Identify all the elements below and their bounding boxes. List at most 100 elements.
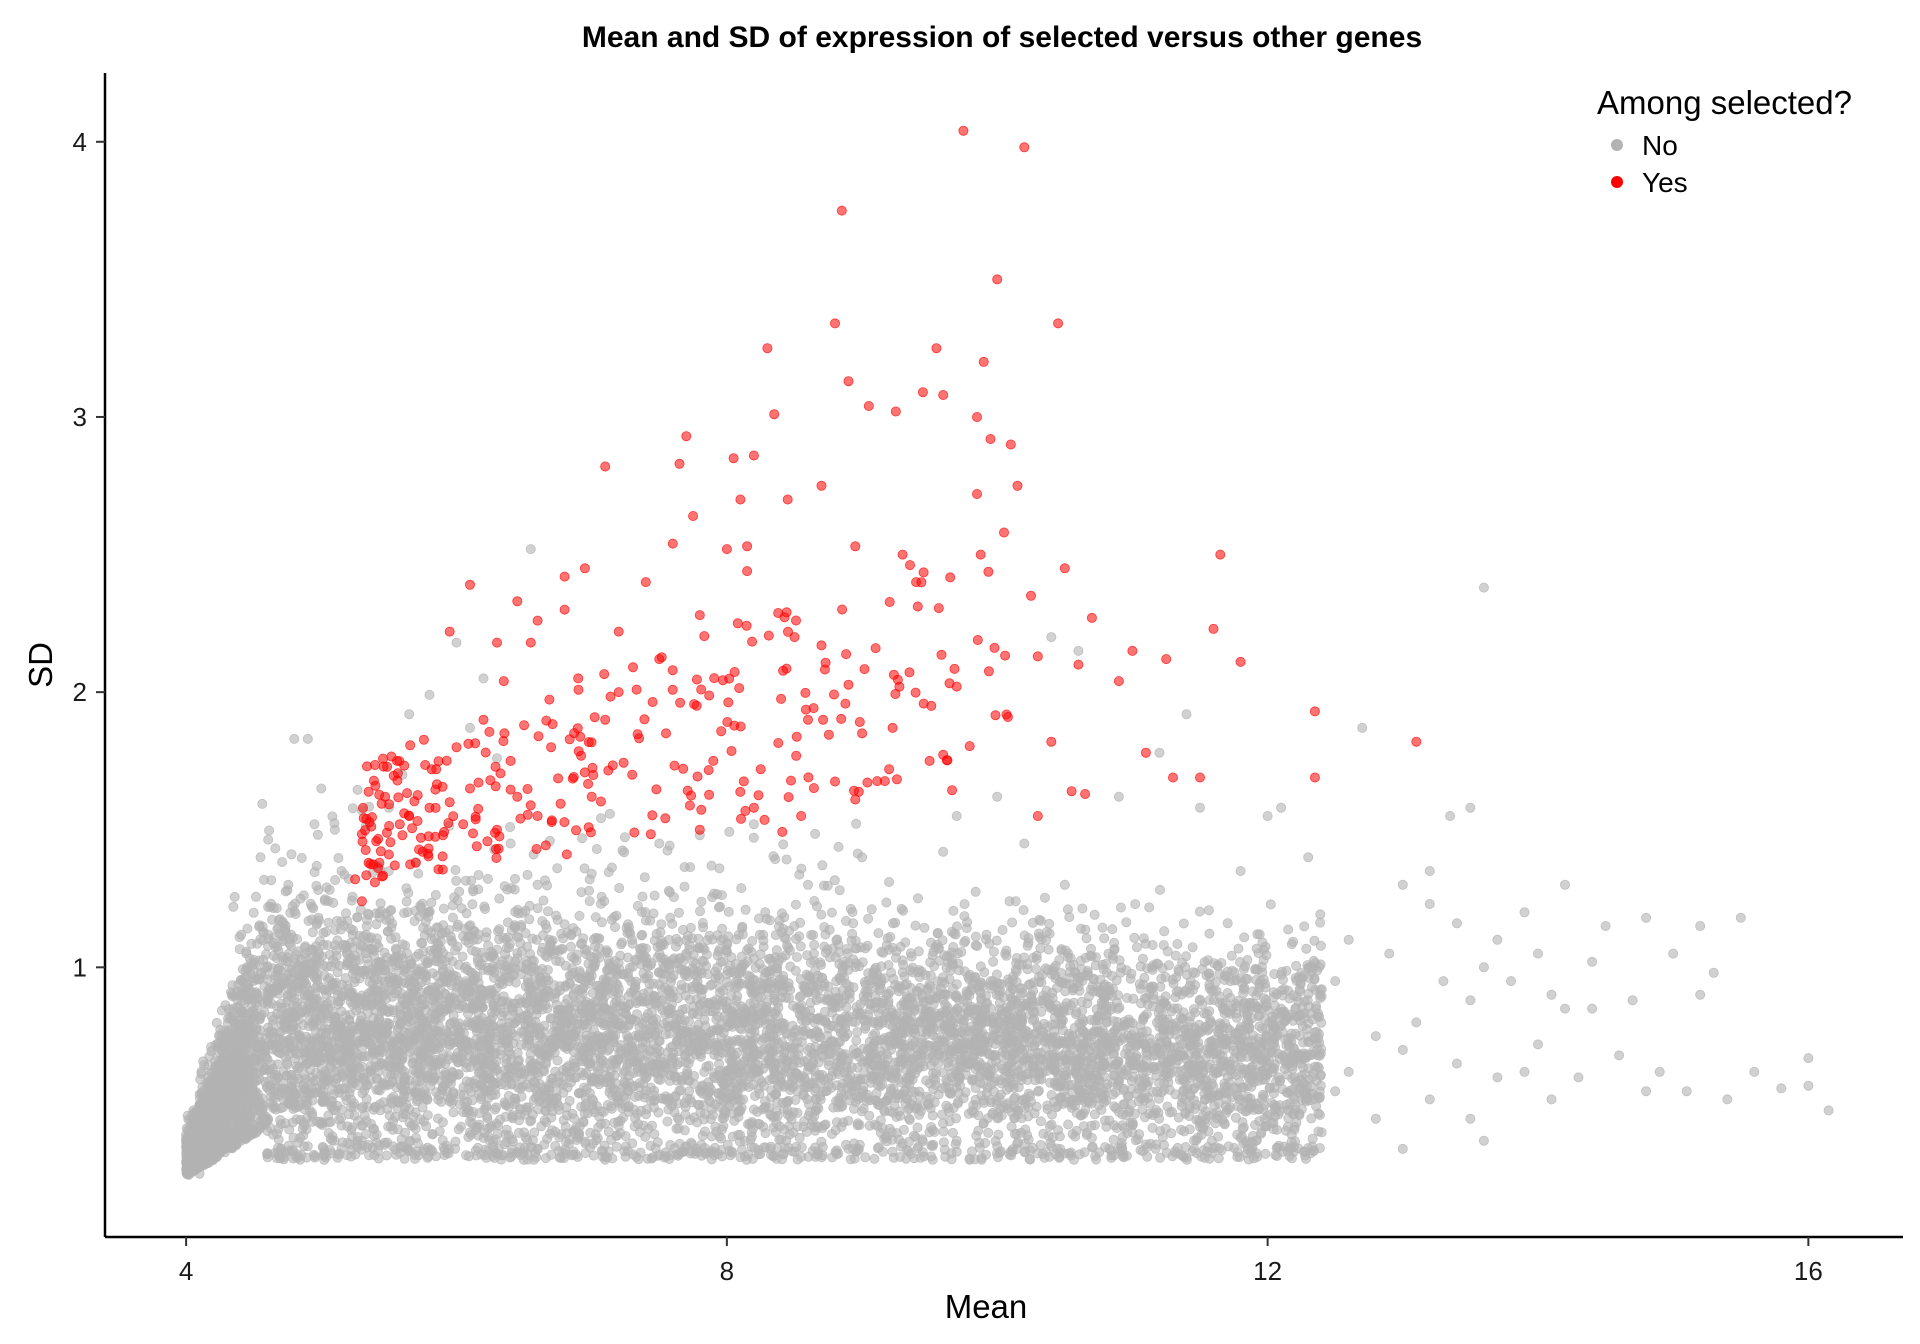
gene-point-no (781, 854, 792, 865)
gene-point-no (816, 909, 827, 920)
gene-point-no (1099, 933, 1110, 944)
gene-point-no (639, 872, 650, 883)
gene-point-no (313, 885, 324, 896)
gene-point-no (760, 1101, 771, 1112)
gene-point-no (873, 1018, 884, 1029)
gene-point-no (959, 911, 970, 922)
gene-point-no (1007, 917, 1018, 928)
gene-point-no (296, 853, 307, 864)
gene-point-no (993, 1129, 1004, 1140)
gene-point-no (620, 832, 631, 843)
gene-point-no (747, 936, 758, 947)
gene-point-no (524, 914, 535, 925)
gene-point-no (860, 1152, 871, 1163)
gene-point-no (352, 784, 363, 795)
gene-point-no (1158, 940, 1169, 951)
gene-point-no (1194, 906, 1205, 917)
gene-point-no (794, 869, 805, 880)
gene-point-no (391, 945, 402, 956)
gene-point-no (331, 916, 342, 927)
gene-point-no (997, 925, 1008, 936)
gene-point-no (553, 1104, 564, 1115)
gene-point-no (591, 844, 602, 855)
gene-point-no (695, 906, 706, 917)
gene-point-no (732, 991, 743, 1002)
gene-point-no (522, 869, 533, 880)
gene-point-no (809, 896, 820, 907)
gene-point-no (1233, 943, 1244, 954)
gene-point-no (1089, 909, 1100, 920)
gene-point-no (309, 867, 320, 878)
gene-point-no (403, 888, 414, 899)
gene-point-no (970, 886, 981, 897)
gene-point-no (1086, 943, 1097, 954)
gene-point-no (1189, 1143, 1200, 1154)
gene-point-no (790, 899, 801, 910)
gene-point-no (904, 1113, 915, 1124)
gene-point-no (1020, 1124, 1031, 1135)
gene-point-no (833, 841, 844, 852)
gene-point-no (266, 875, 277, 886)
gene-point-no (806, 957, 817, 968)
gene-point-no (1163, 960, 1174, 971)
gene-point-no (609, 1117, 620, 1128)
gene-point-no (959, 899, 970, 910)
gene-point-no (817, 860, 828, 871)
gene-point-no (672, 1112, 683, 1123)
gene-point-no (457, 951, 468, 962)
gene-point-no (656, 919, 667, 930)
gene-point-no (665, 912, 676, 923)
gene-point-no (912, 1122, 923, 1133)
gene-point-no (778, 839, 789, 850)
gene-point-no (337, 1137, 348, 1148)
gene-point-no (494, 893, 505, 904)
gene-point-no (620, 1131, 631, 1142)
gene-point-no (264, 825, 275, 836)
gene-point-no (640, 907, 651, 918)
gene-point-no (1252, 929, 1263, 940)
gene-point-no (983, 1127, 994, 1138)
gene-point-no (590, 912, 601, 923)
gene-point-no (546, 1149, 557, 1160)
gene-point-no (1203, 905, 1214, 916)
gene-point-no (633, 1154, 644, 1165)
gene-point-no (1129, 932, 1140, 943)
gene-point-no (502, 884, 513, 895)
gene-point-no (400, 940, 411, 951)
gene-point-no (641, 1109, 652, 1120)
gene-point-no (257, 798, 268, 809)
gene-point-no (483, 940, 494, 951)
gene-point-no (324, 884, 335, 895)
gene-point-no (881, 897, 892, 908)
gene-point-no (792, 952, 803, 963)
gene-point-no (1315, 917, 1326, 928)
gene-point-no (1315, 940, 1326, 951)
gene-point-no (1172, 939, 1183, 950)
gene-point-no (848, 918, 859, 929)
gene-point-no (696, 896, 707, 907)
gene-point-no (454, 886, 465, 897)
gene-point-no (1122, 993, 1133, 1004)
gene-point-no (885, 932, 896, 943)
gene-point-no (1056, 944, 1067, 955)
gene-point-no (866, 904, 877, 915)
gene-point-no (1299, 921, 1310, 932)
gene-point-no (1223, 1141, 1234, 1152)
gene-point-no (851, 818, 862, 829)
gene-point-no (1283, 924, 1294, 935)
gene-point-no (494, 924, 505, 935)
gene-point-no (810, 828, 821, 839)
gene-point-no (1109, 1120, 1120, 1131)
gene-point-no (270, 843, 281, 854)
gene-point-no (263, 834, 274, 845)
chart-title: Mean and SD of expression of selected ve… (582, 21, 1422, 54)
gene-point-no (1144, 902, 1155, 913)
gene-point-no (352, 912, 363, 923)
gene-point-no (451, 875, 462, 886)
gene-point-no (303, 915, 314, 926)
gene-point-no (286, 849, 297, 860)
gene-point-no (809, 939, 820, 950)
gene-point-no (863, 913, 874, 924)
gene-point-no (1063, 1119, 1074, 1130)
